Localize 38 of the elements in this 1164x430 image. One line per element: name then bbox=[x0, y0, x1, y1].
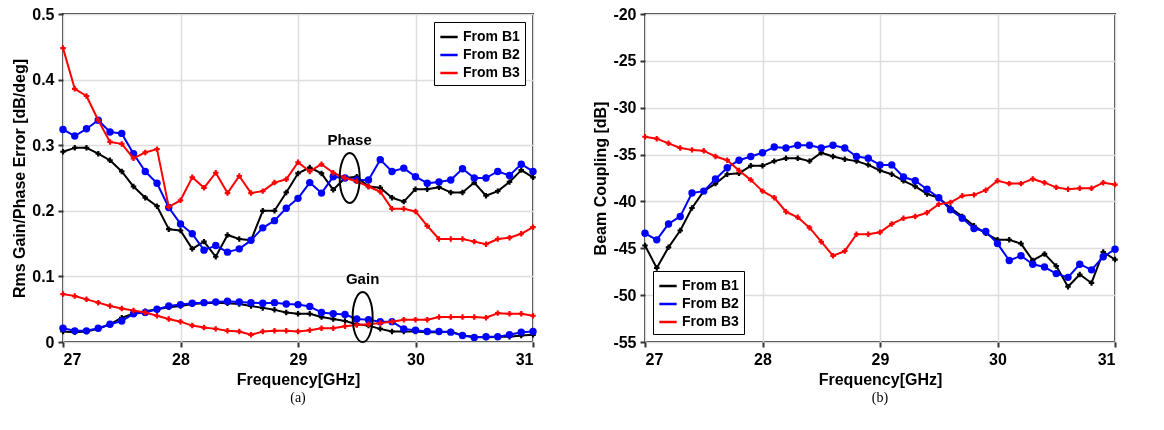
text: (b) bbox=[871, 390, 889, 406]
y-tick-label: 0.4 bbox=[32, 71, 55, 89]
y-axis-title: Rms Gain/Phase Error [dB/deg] bbox=[11, 58, 29, 299]
x-tick-label: 29 bbox=[289, 350, 308, 368]
x-tick-label: 28 bbox=[172, 350, 190, 368]
y-tick-label: 0.3 bbox=[32, 136, 55, 154]
x-tick-label: 30 bbox=[989, 350, 1007, 368]
legend-label: From B1 bbox=[682, 277, 739, 293]
y-tick-label: 0.5 bbox=[32, 5, 55, 23]
y-tick-label: 0.1 bbox=[32, 267, 55, 285]
x-tick-label: 31 bbox=[515, 350, 534, 368]
y-tick-label: -30 bbox=[613, 99, 637, 117]
x-tick-label: 28 bbox=[754, 350, 772, 368]
legend-label: From B2 bbox=[463, 46, 520, 62]
x-axis-title: Frequency[GHz] bbox=[818, 370, 943, 388]
x-tick-label: 29 bbox=[871, 350, 890, 368]
x-axis-title: Frequency[GHz] bbox=[236, 370, 361, 388]
y-tick-label: 0 bbox=[45, 333, 55, 351]
legend-label: From B2 bbox=[682, 295, 739, 311]
x-tick-label: 30 bbox=[407, 350, 425, 368]
y-tick-label: -45 bbox=[613, 239, 637, 257]
annotation: Gain bbox=[345, 270, 380, 288]
y-tick-label: -25 bbox=[613, 52, 637, 70]
y-tick-label: -20 bbox=[613, 5, 637, 23]
x-tick-label: 31 bbox=[1097, 350, 1116, 368]
y-axis-title: Beam Coupling [dB] bbox=[592, 101, 610, 256]
y-tick-label: -35 bbox=[613, 146, 637, 164]
annotation: Phase bbox=[327, 131, 372, 148]
y-tick-label: 0.2 bbox=[32, 202, 55, 220]
text: (a) bbox=[290, 390, 307, 406]
legend-label: From B1 bbox=[463, 28, 520, 44]
y-tick-label: -40 bbox=[613, 192, 637, 210]
legend-label: From B3 bbox=[463, 64, 520, 80]
y-tick-label: -55 bbox=[613, 333, 637, 351]
x-tick-label: 27 bbox=[645, 350, 664, 368]
y-tick-label: -50 bbox=[613, 286, 637, 304]
legend-label: From B3 bbox=[682, 313, 739, 329]
x-tick-label: 27 bbox=[63, 350, 82, 368]
